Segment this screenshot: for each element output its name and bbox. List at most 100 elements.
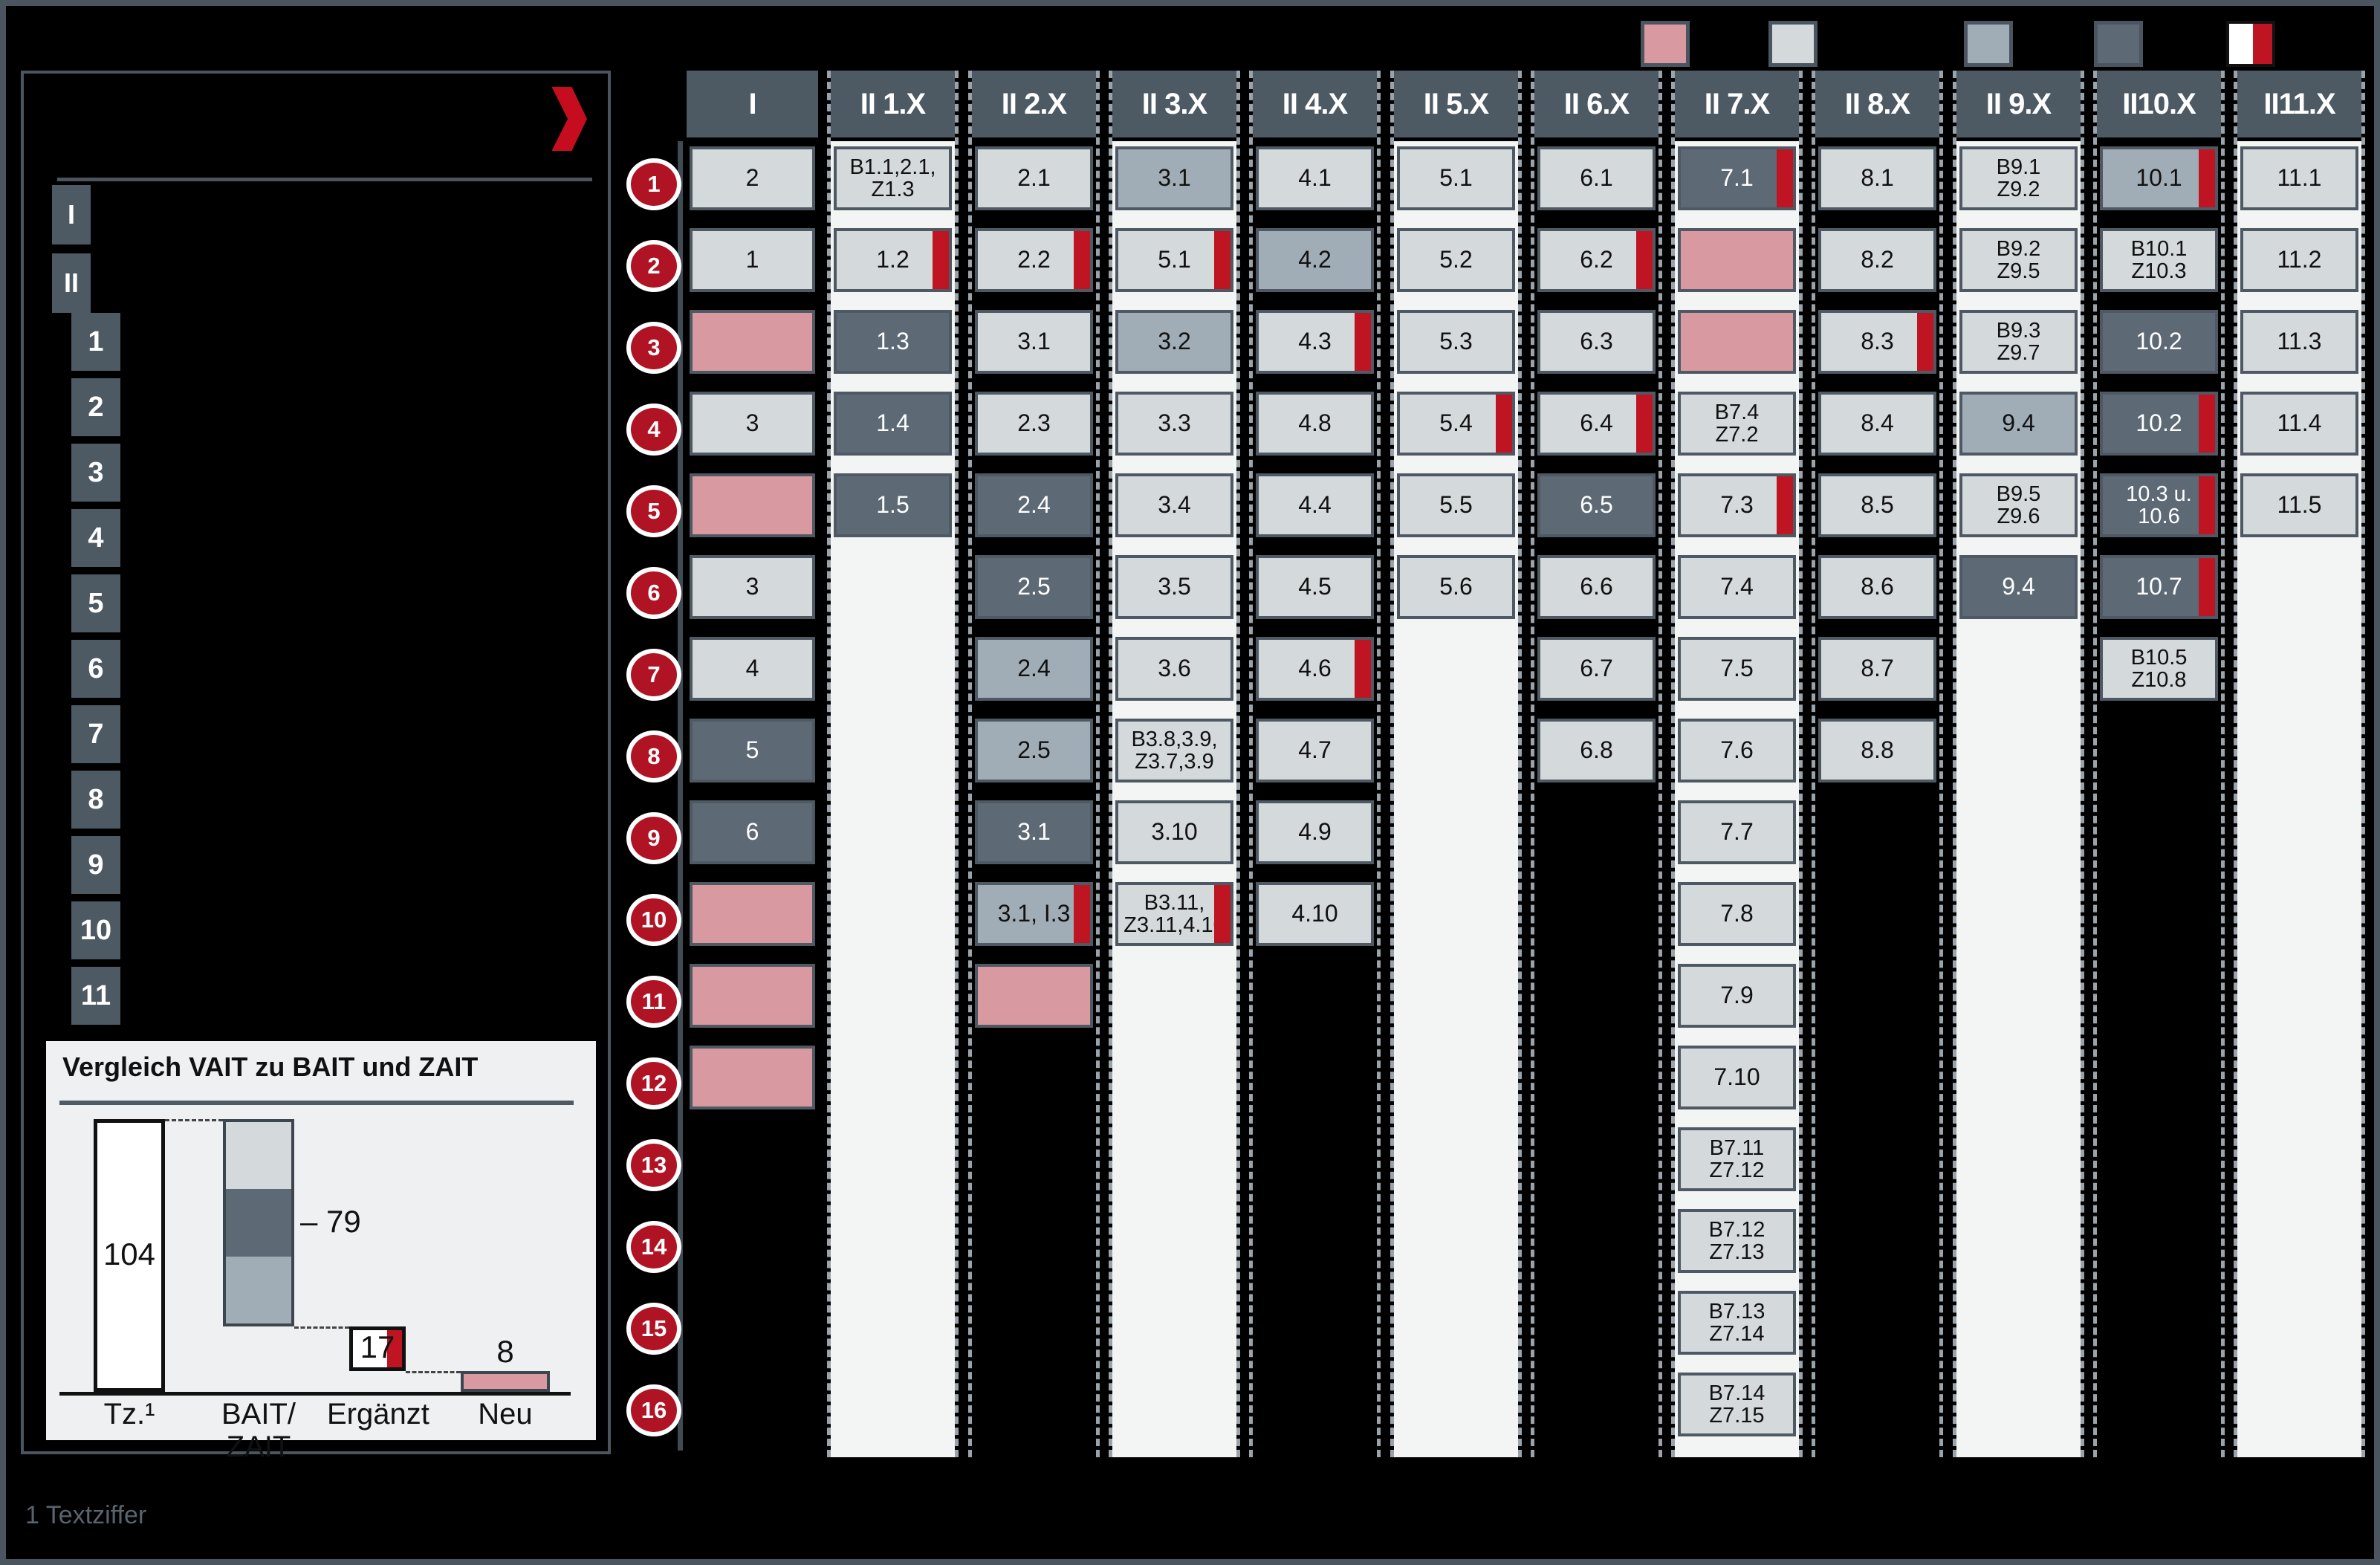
lane-II5.X: II 5.X 5.1 5.2 5.3 5.4 5.5 5.6 [1390,71,1522,1457]
nav-chapter-1: 1 [71,313,120,371]
column-header-II3.X: II 3.X [1112,71,1236,137]
matrix-cell-label: 2.4 [1017,655,1051,682]
matrix-cell: 4 [690,637,815,701]
matrix-cell-label: 2.1 [1017,164,1051,192]
matrix-cell: 3.3 [1115,392,1233,456]
matrix-cell-label: 7.6 [1720,736,1754,764]
cell-red-stripe [1777,476,1793,534]
nav-chapter-10: 10 [71,901,120,959]
matrix-cell: 11.2 [2240,228,2358,292]
matrix-cell-label: 5.4 [1439,409,1473,437]
matrix-cell: 3.5 [1115,555,1233,619]
nav-chapter-4: 4 [71,509,120,567]
matrix-cell [690,882,815,946]
matrix-cell: 4.9 [1256,800,1374,864]
chart-value-label: 8 [496,1334,514,1369]
matrix-cell: 7.5 [1678,637,1796,701]
chart-title-divider [59,1101,574,1105]
matrix-cell-label: 1 [745,246,759,273]
matrix-cell: 6.4 [1537,392,1656,456]
matrix-cell-label: 7.3 [1720,491,1754,519]
matrix-cell: 3 [690,392,815,456]
matrix-cell: B9.2 Z9.5 [1959,228,2078,292]
nav-group-II: II [52,253,91,313]
cell-red-stripe [1074,231,1090,289]
matrix-cell-label: 7.5 [1720,655,1754,682]
matrix-cell-label: 6.6 [1580,573,1613,600]
legend-swatch-medium [1964,21,2013,67]
matrix-cell-label: 8.5 [1861,491,1894,519]
row-marker-13: 13 [626,1139,681,1191]
matrix-cell: B7.11 Z7.12 [1678,1127,1796,1191]
matrix-cell: 7.8 [1678,882,1796,946]
matrix-cell: 8.7 [1818,637,1936,701]
matrix-cell: 7.10 [1678,1046,1796,1109]
matrix-cell: 5.4 [1397,392,1515,456]
row-marker-8: 8 [626,730,681,782]
matrix-cell: 8.5 [1818,473,1936,537]
matrix-cell-label: 11.2 [2277,246,2322,273]
matrix-cell: 4.2 [1256,228,1374,292]
matrix-cell-label: 2.2 [1017,246,1051,273]
lane-II8.X: II 8.X 8.1 8.2 8.3 8.4 8.5 8.6 8.7 8.8 [1812,71,1943,1457]
matrix-cell-label: 9.4 [2002,409,2035,437]
matrix-cell: B7.14 Z7.15 [1678,1373,1796,1436]
matrix-cell-label: 9.4 [2002,573,2035,600]
matrix-cell-label: 8.4 [1861,409,1894,437]
matrix-cell: 2.4 [975,637,1093,701]
chart-connector [294,1326,349,1329]
chart-category-label: BAIT/ ZAIT [221,1398,296,1463]
matrix-cell-label: 7.1 [1720,164,1754,192]
matrix-cell-label: 6.2 [1580,246,1613,273]
matrix-cell: 4.10 [1256,882,1374,946]
chart-category-label: Neu [478,1398,533,1430]
matrix-cell: 5.1 [1397,146,1515,210]
cell-red-stripe [2199,476,2215,534]
lane-II1.X: II 1.X B1.1,2.1, Z1.3 1.2 1.3 1.4 1.5 [827,71,959,1457]
matrix-cell: 3.6 [1115,637,1233,701]
cell-red-stripe [2199,558,2215,616]
cell-red-stripe [1636,231,1653,289]
forward-chevron-icon [551,87,587,151]
matrix-cell: 3.1 [975,310,1093,374]
chart-bar-segment-medium [226,1256,291,1323]
row-marker-7: 7 [626,649,681,701]
nav-panel: I II 1 2 3 4 5 6 7 8 9 10 11 Vergleich VAIT zu BAIT … [21,71,611,1463]
matrix-cell-label: 10.2 [2136,328,2182,355]
matrix-cell: 6.1 [1537,146,1656,210]
column-header-II2.X: II 2.X [972,71,1096,137]
matrix-cell: 11.3 [2240,310,2358,374]
matrix-cell: 6.6 [1537,555,1656,619]
matrix-cell: B9.1 Z9.2 [1959,146,2078,210]
nav-chapter-11: 11 [71,967,120,1025]
matrix-cell: 3.1, I.3 [975,882,1093,946]
footnote-marker: 1 [25,1501,39,1529]
column-header-II1.X: II 1.X [831,71,955,137]
matrix-cell: 8.3 [1818,310,1936,374]
matrix-cell-label: 3 [745,573,759,600]
matrix-cell: 8.8 [1818,719,1936,782]
matrix-cell: 1.3 [834,310,952,374]
matrix-cell: B9.3 Z9.7 [1959,310,2078,374]
matrix-cell [1678,228,1796,292]
matrix-cell-label: 8.3 [1861,328,1894,355]
matrix-cell-label: 7.8 [1720,900,1754,927]
matrix-cell-label: 6.7 [1580,655,1613,682]
matrix-cell: B10.1 Z10.3 [2100,228,2218,292]
matrix-cell: 8.6 [1818,555,1936,619]
lane-II6.X: II 6.X 6.1 6.2 6.3 6.4 6.5 6.6 6.7 6.8 [1531,71,1662,1457]
matrix-cell: 6 [690,800,815,864]
matrix-cell: B3.8,3.9, Z3.7,3.9 [1115,719,1233,782]
matrix-cell-label: 3.1 [1158,164,1191,192]
lane-II4.X: II 4.X 4.1 4.2 4.3 4.8 4.4 4.5 4.6 4.7 4.9 4.10 [1249,71,1381,1457]
matrix-cell: 3 [690,555,815,619]
matrix-cell: 4.4 [1256,473,1374,537]
matrix-cell: 9.4 [1959,555,2078,619]
matrix-cell-label: 10.2 [2136,409,2182,437]
chart-value-label: – 79 [300,1203,361,1239]
matrix-cell-label: 11.5 [2277,491,2322,519]
matrix-cell-label: 8.8 [1861,736,1894,764]
footnote-text: Textziffer [45,1501,147,1529]
matrix-cell: B7.4 Z7.2 [1678,392,1796,456]
